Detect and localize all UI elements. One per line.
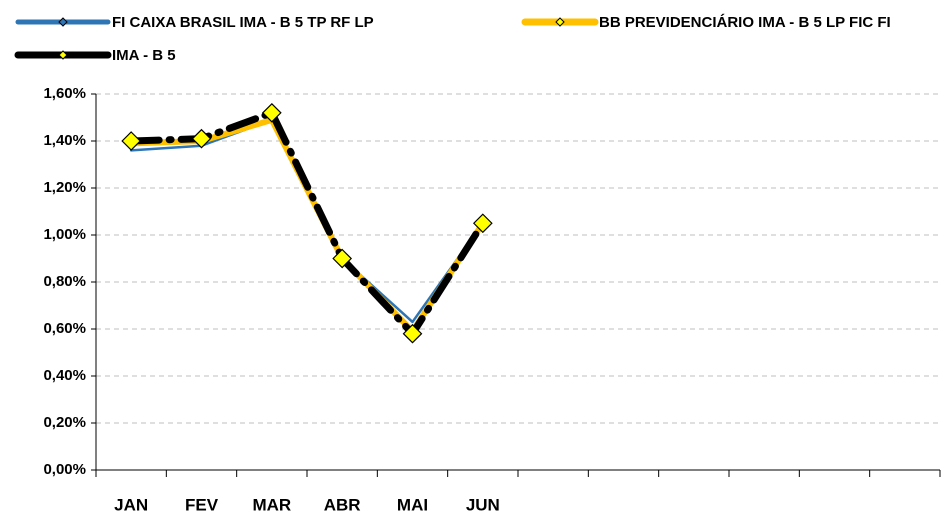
y-tick-label: 1,40% [43, 132, 86, 149]
series-marker [402, 323, 423, 344]
series-line [128, 116, 486, 335]
y-tick-label: 0,80% [43, 273, 86, 290]
legend-label: BB PREVIDENCIÁRIO IMA - B 5 LP FIC FI [599, 14, 891, 31]
series-marker [121, 131, 142, 151]
series-line [129, 118, 485, 324]
y-tick-label: 1,00% [43, 226, 86, 243]
series-marker [472, 213, 493, 234]
y-tick-label: 1,60% [43, 85, 86, 102]
legend-marker [58, 17, 68, 27]
x-tick-label: JAN [114, 495, 148, 514]
x-tick-label: JUN [466, 495, 500, 514]
x-tick-label: MAR [252, 495, 291, 514]
y-tick-label: 0,60% [43, 320, 86, 337]
series-marker [261, 102, 282, 123]
series-line [127, 109, 487, 338]
x-tick-label: FEV [185, 495, 219, 514]
y-tick-label: 0,00% [43, 461, 86, 478]
legend-label: FI CAIXA BRASIL IMA - B 5 TP RF LP [112, 14, 374, 31]
legend-label: IMA - B 5 [112, 47, 176, 64]
series-marker [332, 248, 353, 269]
y-tick-label: 0,20% [43, 414, 86, 431]
y-tick-label: 0,40% [43, 367, 86, 384]
legend-marker [555, 17, 565, 27]
y-tick-label: 1,20% [43, 179, 86, 196]
series-marker [191, 128, 212, 149]
x-tick-label: MAI [397, 495, 428, 514]
x-tick-label: ABR [324, 495, 361, 514]
legend-marker [58, 50, 68, 60]
